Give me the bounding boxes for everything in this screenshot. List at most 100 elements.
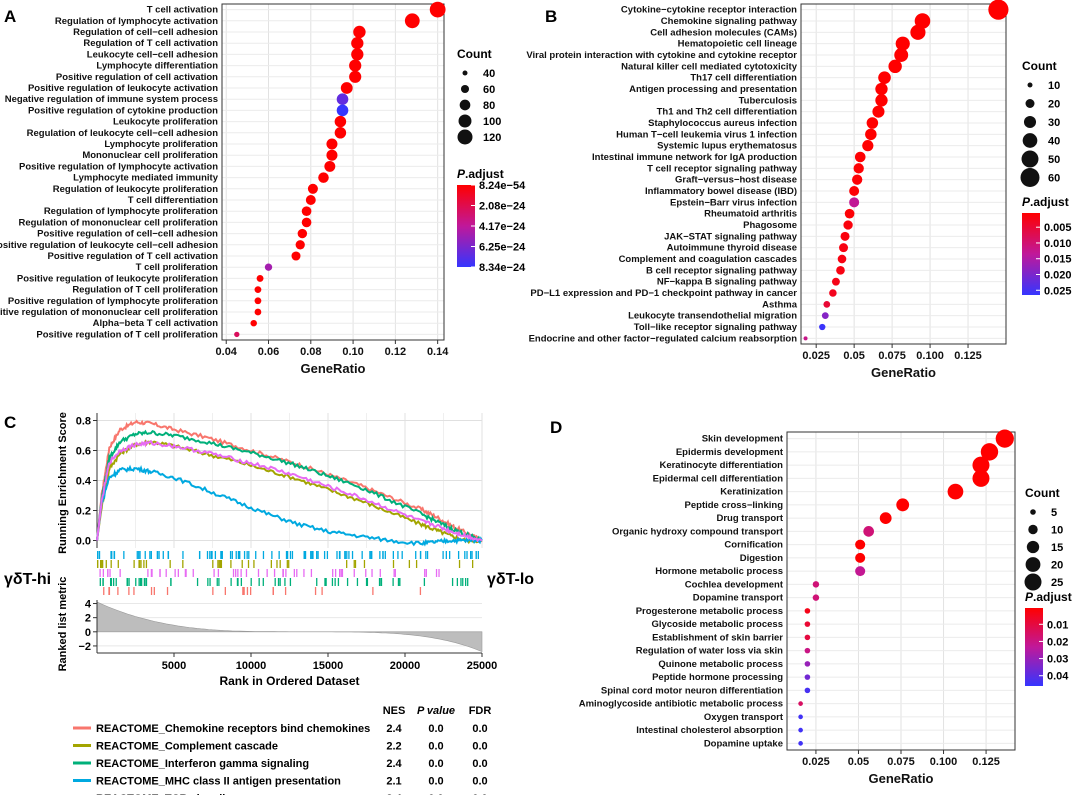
color-legend-title: P.adjust	[1022, 195, 1069, 209]
term-label: Peptide cross−linking	[685, 500, 784, 511]
nes-value: 2.1	[386, 776, 401, 788]
dot	[853, 163, 864, 174]
color-legend-title-italic: P	[457, 167, 466, 181]
dot	[804, 647, 811, 654]
term-label: Positive regulation of cytokine producti…	[28, 105, 218, 116]
x-tick-label: 0.125	[972, 756, 1000, 768]
size-legend-label: 80	[483, 100, 495, 112]
size-legend-label: 20	[1051, 560, 1063, 572]
term-label: Aminoglycoside antibiotic metabolic proc…	[579, 699, 783, 710]
dot	[995, 429, 1014, 448]
dot	[349, 59, 362, 72]
size-legend-dot	[1028, 524, 1038, 535]
term-label: Cornification	[724, 540, 783, 551]
nes-value: 2.4	[386, 793, 402, 795]
size-legend-label: 20	[1048, 99, 1060, 111]
term-label: Organic hydroxy compound transport	[612, 526, 784, 537]
x-tick-label: 0.12	[385, 346, 406, 358]
x-axis-title: GeneRatio	[300, 361, 365, 376]
dot	[821, 312, 829, 320]
color-legend-label: 8.24e−54	[479, 180, 526, 192]
dot	[894, 48, 909, 62]
term-label: Lymphocyte mediated immunity	[73, 173, 219, 184]
term-label: Leukocyte transendothelial migration	[628, 311, 797, 322]
dot	[318, 172, 329, 183]
color-legend-label: 0.020	[1044, 270, 1072, 282]
pvalue-value: 0.0	[428, 741, 443, 753]
es-curve	[96, 419, 483, 543]
term-label: Endocrine and other factor−regulated cal…	[529, 333, 798, 344]
term-label: Cell adhesion molecules (CAMs)	[650, 27, 797, 38]
dot	[295, 240, 305, 250]
size-legend-label: 120	[483, 132, 501, 144]
term-label: Progesterone metabolic process	[636, 606, 783, 617]
metric-y-tick-label: 0	[85, 627, 91, 639]
term-label: Leukocyte cell−cell adhesion	[87, 49, 218, 60]
term-label: Viral protein interaction with cytokine …	[526, 50, 797, 61]
x-axis-title: GeneRatio	[871, 365, 936, 380]
pvalue-value: 0.0	[428, 758, 443, 770]
color-legend-label: 0.015	[1044, 254, 1072, 266]
dot	[849, 197, 860, 208]
term-label: Glycoside metabolic process	[652, 619, 783, 630]
size-legend-label: 15	[1051, 542, 1063, 554]
color-legend-bar	[457, 185, 475, 267]
dot	[326, 138, 338, 150]
pvalue-value: 0.0	[428, 723, 443, 735]
size-legend-label: 100	[483, 116, 501, 128]
x-tick-label: 0.08	[300, 346, 321, 358]
term-label: Intestinal immune network for IgA produc…	[592, 152, 797, 163]
plot-frame	[221, 3, 445, 341]
x-tick-label: 0.100	[930, 756, 958, 768]
term-label: Complement and coagulation cascades	[619, 254, 797, 265]
x-tick-label: 0.05	[848, 756, 869, 768]
term-label: Regulation of lymphocyte proliferation	[44, 206, 218, 217]
term-label: Positive regulation of T cell proliferat…	[36, 329, 218, 340]
metric-y-tick-label: −2	[78, 641, 91, 653]
term-label: Positive regulation of leukocyte cell−ce…	[0, 240, 218, 251]
dot	[804, 674, 811, 680]
term-label: Positive regulation of leukocyte prolife…	[17, 273, 218, 284]
fdr-value: 0.0	[472, 723, 487, 735]
dot	[307, 183, 318, 194]
dot	[798, 714, 803, 720]
dot	[429, 1, 446, 18]
term-label: Th17 cell differentiation	[690, 73, 797, 84]
x-tick-label: 0.05	[843, 350, 864, 362]
fdr-value: 0.0	[472, 793, 487, 795]
term-label: Positive regulation of leukocyte activat…	[28, 83, 218, 94]
term-label: Positive regulation of lymphocyte activa…	[19, 161, 218, 172]
size-legend-dot	[1020, 168, 1040, 187]
term-label: Dopamine uptake	[704, 738, 783, 749]
dot	[980, 443, 999, 461]
color-legend-label: 4.17e−24	[479, 221, 526, 233]
label-high-group: γδT-hi	[4, 571, 51, 588]
x-tick-label: 0.025	[802, 350, 830, 362]
dot	[301, 206, 312, 217]
dot	[301, 217, 312, 228]
dot	[264, 263, 273, 271]
dot	[819, 323, 826, 331]
size-legend-label: 40	[1048, 136, 1060, 148]
size-legend-title: Count	[457, 47, 492, 61]
color-legend-title-rest: .adjust	[465, 167, 504, 181]
color-legend-label: 0.01	[1047, 619, 1068, 631]
size-legend-dot	[1021, 150, 1039, 168]
color-legend-title: P.adjust	[1025, 590, 1072, 604]
dot	[854, 151, 866, 163]
dot	[326, 149, 338, 161]
es-y-axis-title: Running Enrichment Score	[57, 412, 69, 554]
color-legend-label: 0.005	[1044, 222, 1072, 234]
dot	[972, 469, 990, 487]
term-label: Keratinocyte differentiation	[659, 460, 783, 471]
term-label: Asthma	[762, 299, 798, 310]
dot	[804, 621, 811, 627]
dot	[404, 13, 420, 29]
size-legend-label: 10	[1051, 525, 1063, 537]
term-label: Lymphocyte differentiation	[96, 61, 218, 72]
term-label: Positive regulation of lymphocyte prolif…	[8, 296, 218, 307]
term-label: Positive regulation of mononuclear cell …	[0, 307, 218, 318]
color-legend-bar	[1025, 608, 1043, 686]
dot	[862, 140, 874, 152]
